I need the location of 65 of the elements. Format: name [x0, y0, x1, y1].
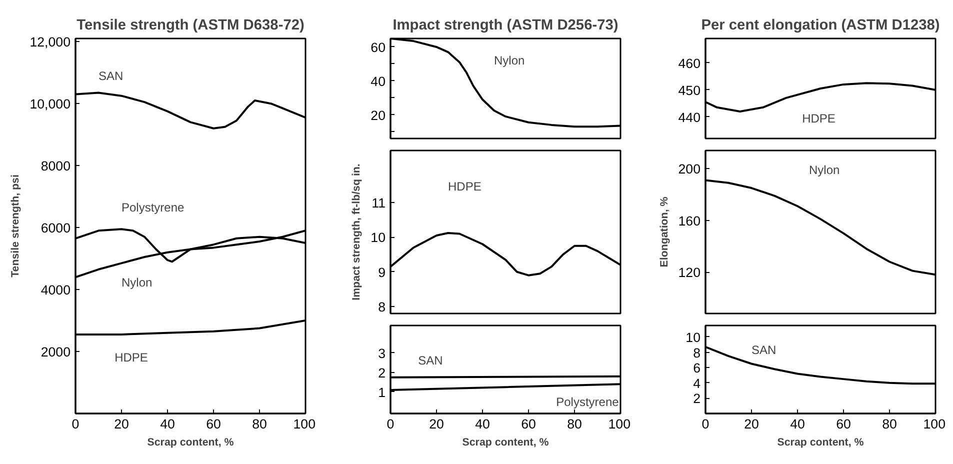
- x-axis-title: Scrap content, %: [777, 436, 864, 448]
- y-tick-label: 12,000: [30, 34, 70, 50]
- x-tick-label: 20: [429, 416, 444, 432]
- series-label: SAN: [752, 343, 776, 358]
- x-tick-label: 0: [702, 416, 710, 432]
- y-tick-label: 440: [678, 110, 701, 125]
- y-tick-label: 8000: [40, 158, 71, 174]
- y-tick-label: 8: [378, 300, 386, 315]
- x-tick-label: 0: [386, 416, 394, 432]
- x-tick-label: 60: [836, 416, 851, 432]
- x-tick-label: 80: [252, 416, 267, 432]
- x-tick-label: 20: [744, 416, 759, 432]
- y-tick-label: 6000: [40, 220, 71, 236]
- x-tick-label: 60: [521, 416, 536, 432]
- text: Nylon: [809, 163, 840, 178]
- y-tick-label: 2000: [40, 344, 71, 360]
- series-label: SAN: [418, 354, 443, 368]
- series-label: Polystyrene: [122, 200, 185, 214]
- x-tick-label: 80: [882, 416, 897, 432]
- y-tick-label: 4000: [40, 282, 71, 298]
- y-tick-label: 6: [693, 360, 701, 376]
- y-tick-label: 9: [378, 264, 386, 280]
- y-tick-label: 10: [686, 330, 701, 345]
- x-tick-label: 20: [114, 416, 129, 432]
- y-axis-title: Tensile strength, psi: [10, 174, 22, 278]
- x-tick-label: 100: [608, 416, 631, 432]
- y-tick-label: 11: [372, 196, 386, 211]
- y-tick-label: 10: [370, 230, 386, 246]
- text: HDPE: [448, 179, 482, 194]
- x-tick-label: 40: [790, 416, 805, 432]
- y-tick-label: 450: [678, 82, 701, 98]
- y-tick-label: 1: [378, 384, 386, 400]
- series-label: Polystyrene: [556, 395, 620, 410]
- y-tick-label: 120: [678, 265, 701, 280]
- y-tick-label: 200: [678, 162, 701, 177]
- y-tick-label: 2: [378, 365, 386, 380]
- x-tick-label: 60: [206, 416, 221, 432]
- chart-title: Impact strength (ASTM D256-73): [392, 18, 618, 34]
- y-tick-label: 40: [370, 74, 386, 89]
- chart-title: Per cent elongation (ASTM D1238): [701, 18, 940, 34]
- y-axis-title: Impact strength, ft-lb/sq in.: [350, 164, 363, 300]
- x-tick-label: 0: [72, 416, 80, 432]
- y-tick-label: 10,000: [30, 96, 70, 112]
- series-label: Nylon: [122, 275, 152, 290]
- x-tick-label: 80: [567, 416, 582, 432]
- y-tick-label: 3: [378, 346, 386, 361]
- y-tick-label: 20: [370, 108, 386, 123]
- x-axis-title: Scrap content, %: [147, 436, 234, 448]
- y-axis-title: Elongation, %: [658, 196, 670, 268]
- x-axis-title: Scrap content, %: [462, 436, 550, 448]
- y-tick-label: 60: [370, 40, 386, 55]
- x-tick-label: 100: [293, 416, 316, 432]
- text: Nylon: [494, 54, 525, 68]
- x-tick-label: 40: [475, 416, 490, 432]
- series-label: HDPE: [802, 112, 836, 126]
- x-tick-label: 40: [160, 416, 175, 432]
- series-label: SAN: [98, 69, 124, 83]
- x-tick-label: 100: [923, 416, 946, 432]
- chart-title: Tensile strength (ASTM D638-72): [76, 18, 304, 34]
- y-tick-label: 460: [678, 56, 701, 71]
- y-tick-label: 4: [693, 376, 702, 391]
- y-tick-label: 160: [678, 213, 701, 228]
- y-tick-label: 8: [693, 345, 701, 360]
- series-label: HDPE: [114, 350, 148, 364]
- y-tick-label: 2: [693, 391, 701, 406]
